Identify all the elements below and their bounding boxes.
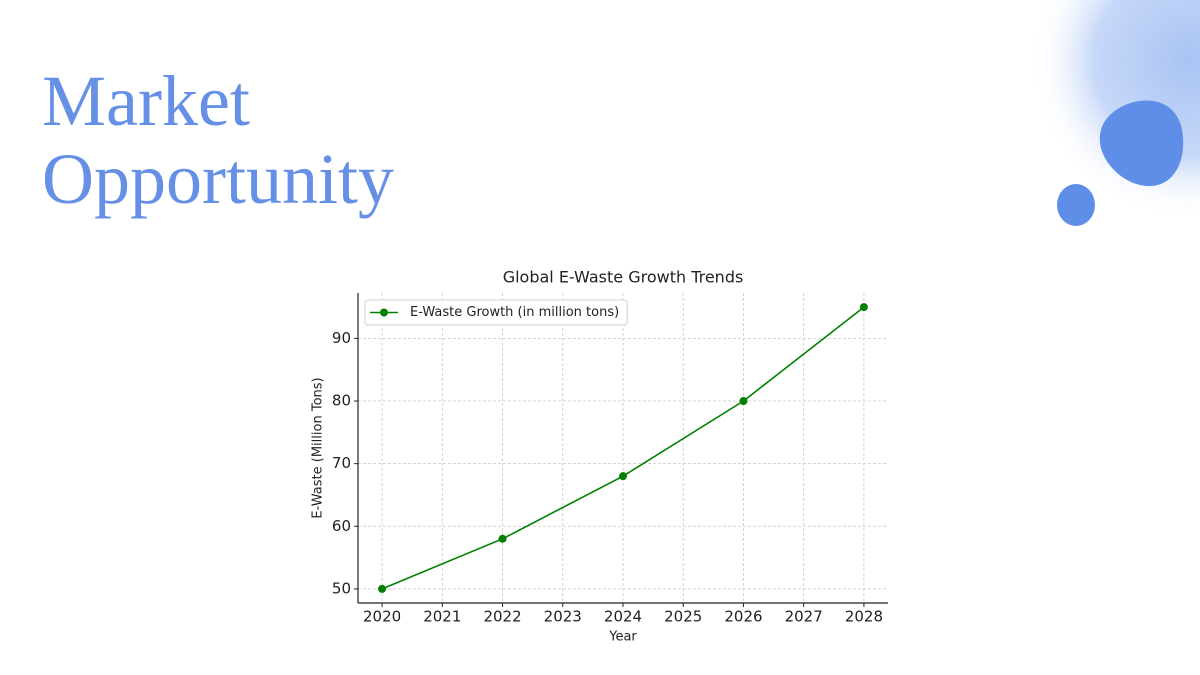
y-tick-label: 80 bbox=[332, 392, 351, 410]
legend: E-Waste Growth (in million tons) bbox=[364, 299, 628, 326]
blob bbox=[1057, 184, 1095, 226]
x-tick-label: 2024 bbox=[604, 608, 642, 626]
point bbox=[739, 397, 748, 406]
legend-box bbox=[364, 299, 628, 326]
slide-title: Market Opportunity bbox=[42, 61, 394, 219]
x-tick-label: 2028 bbox=[845, 608, 883, 626]
x-axis-label: Year bbox=[608, 630, 637, 645]
y-tick-label: 70 bbox=[332, 454, 351, 472]
legend-label: E-Waste Growth (in million tons) bbox=[410, 305, 619, 320]
point bbox=[378, 584, 387, 593]
x-tick-label: 2027 bbox=[785, 608, 823, 626]
point bbox=[859, 303, 868, 312]
y-axis-label: E-Waste (Million Tons) bbox=[311, 377, 326, 518]
x-tick-label: 2026 bbox=[724, 608, 762, 626]
x-tick-label: 2020 bbox=[363, 608, 401, 626]
x-tick-label: 2021 bbox=[423, 608, 461, 626]
y-tick-label: 50 bbox=[332, 579, 351, 597]
blob bbox=[1099, 100, 1184, 187]
legend-marker bbox=[380, 308, 388, 317]
chart-title: Global E-Waste Growth Trends bbox=[503, 268, 744, 287]
point bbox=[498, 534, 507, 543]
y-tick-label: 60 bbox=[332, 517, 351, 535]
point bbox=[619, 472, 627, 481]
x-tick-label: 2022 bbox=[483, 608, 521, 626]
y-tick-label: 90 bbox=[332, 329, 351, 347]
x-tick-label: 2023 bbox=[544, 608, 582, 626]
x-tick-label: 2025 bbox=[664, 608, 702, 626]
